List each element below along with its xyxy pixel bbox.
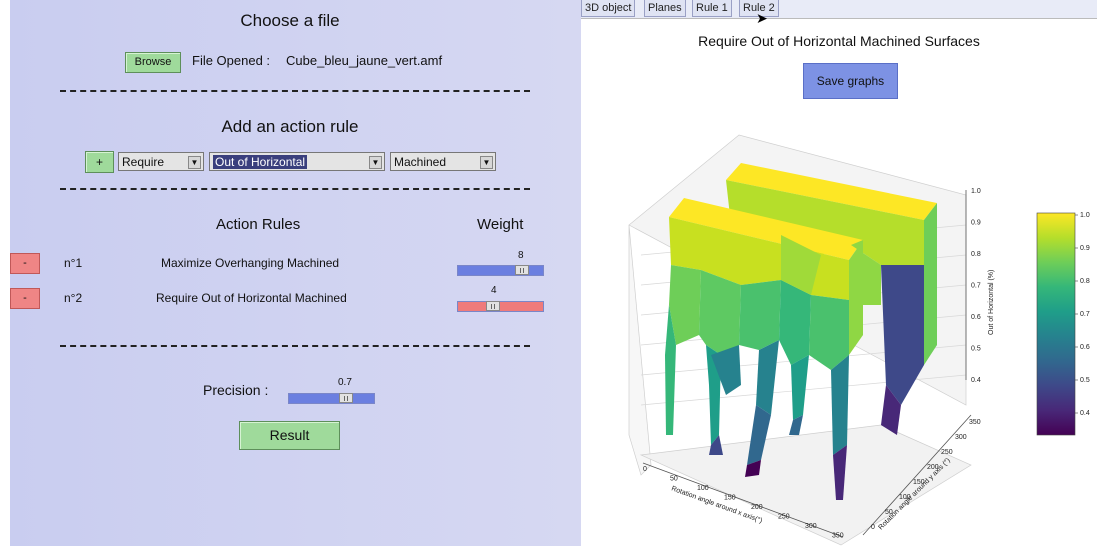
tab-rule-2[interactable]: Rule 2 [739, 0, 779, 17]
weight-slider[interactable] [457, 265, 544, 276]
x-tick-label: 150 [724, 495, 736, 502]
x-tick-label: 250 [778, 514, 790, 521]
divider [60, 188, 530, 190]
surface-plot: 1.0 0.9 0.8 0.7 0.6 0.5 0.4 Out of Horizontal … [628, 134, 1090, 546]
add-rule-button[interactable]: + [85, 151, 114, 173]
tab-3d-object[interactable]: 3D object [581, 0, 636, 17]
graph-panel: 3D object Planes Rule 1 Rule 2 ➤ Require… [581, 0, 1097, 546]
criterion-select-value: Out of Horizontal [213, 155, 308, 169]
browse-button[interactable]: Browse [125, 52, 181, 73]
file-name: Cube_bleu_jaune_vert.amf [286, 53, 443, 68]
y-tick-label: 50 [885, 509, 893, 516]
z-tick-label: 0.4 [971, 377, 981, 384]
surface-mesh [665, 163, 937, 500]
choose-file-title: Choose a file [240, 11, 340, 30]
z-axis-ticks: 1.0 0.9 0.8 0.7 0.6 0.5 0.4 [971, 188, 981, 384]
chevron-down-icon: ▼ [369, 156, 382, 169]
weight-slider[interactable] [457, 301, 544, 312]
x-tick-label: 0 [643, 466, 647, 473]
action-rules-header: Action Rules [216, 216, 301, 233]
slider-thumb[interactable] [515, 265, 529, 275]
weight-header: Weight [477, 216, 524, 233]
divider [60, 345, 530, 347]
y-axis-ticks: 0 50 100 150 200 250 300 350 [871, 419, 981, 531]
precision-slider[interactable] [288, 393, 375, 404]
action-select[interactable]: Require ▼ [118, 152, 204, 171]
file-opened-label: File Opened : [192, 53, 271, 68]
mouse-cursor-icon: ➤ [756, 10, 768, 26]
x-tick-label: 100 [697, 485, 709, 492]
action-select-value: Require [122, 155, 165, 169]
weight-value: 4 [491, 285, 497, 296]
weight-value: 8 [518, 250, 524, 261]
y-tick-label: 100 [899, 494, 911, 501]
result-button[interactable]: Result [239, 421, 340, 450]
plot-floor [639, 424, 972, 546]
divider [60, 90, 530, 92]
remove-rule-button[interactable]: - [10, 253, 40, 274]
y-tick-label: 150 [913, 479, 925, 486]
tab-bar: 3D object Planes Rule 1 Rule 2 [581, 0, 1097, 19]
slider-thumb[interactable] [339, 393, 353, 403]
rule-text: Require Out of Horizontal Machined [156, 291, 347, 305]
rule-text: Maximize Overhanging Machined [161, 256, 340, 270]
z-tick-label: 0.7 [971, 283, 981, 290]
colorbar-tick-label: 0.6 [1080, 344, 1090, 351]
precision-label: Precision : [203, 382, 269, 398]
colorbar-tick-label: 0.5 [1080, 377, 1090, 384]
z-tick-label: 0.5 [971, 346, 981, 353]
y-tick-label: 350 [969, 419, 981, 426]
x-tick-label: 300 [805, 523, 817, 530]
z-tick-label: 0.6 [971, 314, 981, 321]
add-rule-title: Add an action rule [221, 117, 359, 136]
rules-panel: Choose a file Browse File Opened : Cube_… [10, 0, 581, 546]
tab-planes[interactable]: Planes [644, 0, 686, 17]
x-tick-label: 350 [832, 533, 844, 540]
precision-value: 0.7 [338, 377, 352, 388]
colorbar-tick-label: 0.8 [1080, 278, 1090, 285]
rule-id: n°2 [64, 291, 83, 305]
y-tick-label: 250 [941, 449, 953, 456]
rule-id: n°1 [64, 256, 83, 270]
slider-thumb[interactable] [486, 301, 500, 311]
x-axis-ticks: 0 50 100 150 200 250 300 350 [643, 466, 844, 540]
plot-title: Require Out of Horizontal Machined Surfa… [698, 33, 980, 49]
save-graphs-button[interactable]: Save graphs [803, 63, 898, 99]
remove-rule-button[interactable]: - [10, 288, 40, 309]
colorbar-tick-label: 0.9 [1080, 245, 1090, 252]
z-tick-label: 1.0 [971, 188, 981, 195]
colorbar-tick-label: 1.0 [1080, 212, 1090, 219]
chevron-down-icon: ▼ [480, 156, 493, 169]
surface-select-value: Machined [394, 155, 447, 169]
x-tick-label: 50 [670, 476, 678, 483]
surface-select[interactable]: Machined ▼ [390, 152, 496, 171]
x-tick-label: 200 [751, 504, 763, 511]
chevron-down-icon: ▼ [188, 156, 201, 169]
z-tick-label: 0.9 [971, 220, 981, 227]
y-tick-label: 300 [955, 434, 967, 441]
colorbar [1036, 212, 1076, 436]
criterion-select[interactable]: Out of Horizontal ▼ [209, 152, 385, 171]
colorbar-ticks: 1.0 0.9 0.8 0.7 0.6 0.5 0.4 [1075, 212, 1090, 417]
x-axis [642, 462, 844, 538]
tab-rule-1[interactable]: Rule 1 [692, 0, 732, 17]
y-tick-label: 0 [871, 524, 875, 531]
y-axis [862, 414, 972, 536]
colorbar-tick-label: 0.7 [1080, 311, 1090, 318]
z-tick-label: 0.8 [971, 251, 981, 258]
z-axis-label: Out of Horizontal (%) [988, 270, 995, 335]
y-tick-label: 200 [927, 464, 939, 471]
colorbar-tick-label: 0.4 [1080, 410, 1090, 417]
